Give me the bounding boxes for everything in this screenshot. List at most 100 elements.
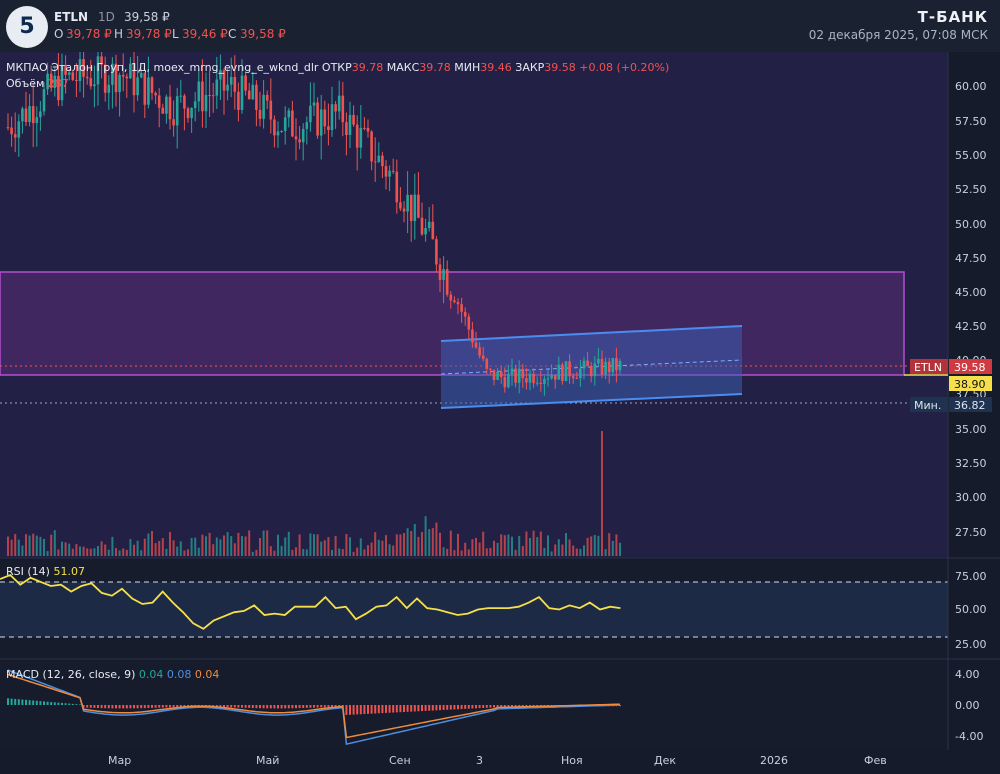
macd-hist-bar [172, 705, 175, 708]
min-value: 36.82 [954, 399, 986, 412]
volume-bar [464, 542, 467, 556]
candle-body [85, 76, 89, 79]
volume-bar [421, 531, 423, 556]
volume-bar [39, 536, 42, 556]
volume-bar [446, 548, 449, 556]
macd-hist-bar [424, 705, 427, 711]
candle-body [510, 368, 514, 375]
candle-body [370, 131, 373, 162]
legend-open-value: 39.78 [351, 61, 384, 74]
macd-hist-bar [266, 705, 269, 709]
volume-bar [151, 531, 153, 556]
candle-body [258, 109, 262, 119]
candle-body [204, 94, 208, 112]
candle-body [604, 361, 607, 375]
channel-upper-line[interactable] [440, 325, 743, 342]
candle-body [93, 84, 96, 87]
candle-body [143, 72, 147, 105]
candle-body [201, 81, 204, 112]
volume-bar [122, 548, 125, 556]
candle-body [13, 134, 17, 138]
price-tick: 27.50 [955, 526, 987, 539]
candle-body [276, 131, 280, 136]
macd-hist-bar [61, 702, 63, 705]
candle-body [417, 194, 420, 218]
channel-lower-line[interactable] [440, 393, 743, 409]
volume-value: 287 [47, 77, 69, 90]
volume-bar [262, 530, 265, 556]
volume-bar [14, 534, 17, 556]
price-axis[interactable]: 60.00 57.50 55.00 52.50 50.00 47.50 45.0… [955, 80, 987, 539]
macd-hist-bar [255, 705, 258, 709]
volume-bar [557, 539, 560, 556]
macd-hist-bar [154, 705, 157, 708]
current-price: 39,58 ₽ [124, 10, 170, 24]
macd-label: MACD (12, 26, close, 9) [6, 668, 136, 681]
volume-bar [500, 534, 503, 556]
volume-bar [197, 547, 200, 556]
ticker-tag: ETLN [914, 361, 942, 374]
volume-bar [413, 523, 416, 556]
candle-body [438, 264, 442, 280]
candle-body [240, 75, 244, 110]
candle-body [366, 127, 370, 132]
volume-bar [572, 545, 575, 556]
volume-bar [399, 534, 402, 556]
macd-hist-bar [309, 705, 312, 708]
candle-body [427, 221, 431, 229]
macd-hist-bar [345, 705, 348, 715]
volume-bar [46, 551, 49, 556]
candle-body [219, 70, 222, 80]
volume-bar [377, 539, 380, 556]
volume-bar [305, 549, 308, 556]
ticker-symbol[interactable]: ETLN [54, 10, 89, 24]
candle-body [471, 329, 474, 343]
timeframe-label[interactable]: 1D [98, 10, 115, 24]
macd-hist-bar [57, 702, 60, 705]
last-price-tag: 39.58 [954, 361, 986, 374]
level-tag-bg [949, 376, 992, 391]
candle-body [330, 104, 334, 131]
volume-bar [392, 545, 395, 556]
volume-bar [406, 528, 409, 556]
min-value-bg [949, 397, 992, 412]
candle-body [222, 70, 226, 91]
candle-body [190, 107, 193, 119]
volume-bar [273, 550, 276, 556]
candle-body [49, 73, 53, 88]
price-chart[interactable]: 60.00 57.50 55.00 52.50 50.00 47.50 45.0… [0, 52, 1000, 774]
candle-body [517, 368, 521, 383]
volume-bar [284, 537, 287, 556]
candle-body [381, 155, 384, 167]
macd-hist-bar [50, 702, 53, 705]
candle-body [553, 374, 557, 380]
candle-body [294, 136, 298, 140]
candle-body [571, 376, 575, 379]
volume-bar [53, 530, 56, 556]
volume-bar [475, 537, 477, 556]
volume-bar [431, 528, 434, 556]
time-axis[interactable]: Мар Май Сен 3 Ноя Дек 2026 Фев [108, 754, 887, 767]
candle-body [147, 77, 150, 105]
candle-body [528, 373, 532, 383]
volume-bar [129, 539, 132, 556]
volume-bar [75, 544, 78, 556]
volume-bar [251, 551, 254, 556]
macd-hist-bar [428, 705, 431, 711]
macd-hist-bar [435, 705, 438, 711]
macd-pane-bg [0, 660, 948, 750]
volume-bar [485, 548, 488, 556]
macd-hist-bar [496, 705, 499, 708]
volume-label: Объём [6, 77, 45, 90]
candle-body [82, 59, 85, 77]
macd-value-1: 0.04 [138, 668, 164, 681]
macd-hist-bar [273, 705, 276, 709]
macd-hist-bar [215, 705, 218, 707]
macd-hist-bar [269, 705, 272, 709]
macd-hist-bar [287, 705, 290, 709]
candle-body [136, 77, 139, 96]
candle-body [208, 94, 211, 96]
volume-bar [478, 542, 481, 556]
ohlc-close-label: C [228, 27, 237, 41]
macd-hist-bar [133, 705, 135, 709]
